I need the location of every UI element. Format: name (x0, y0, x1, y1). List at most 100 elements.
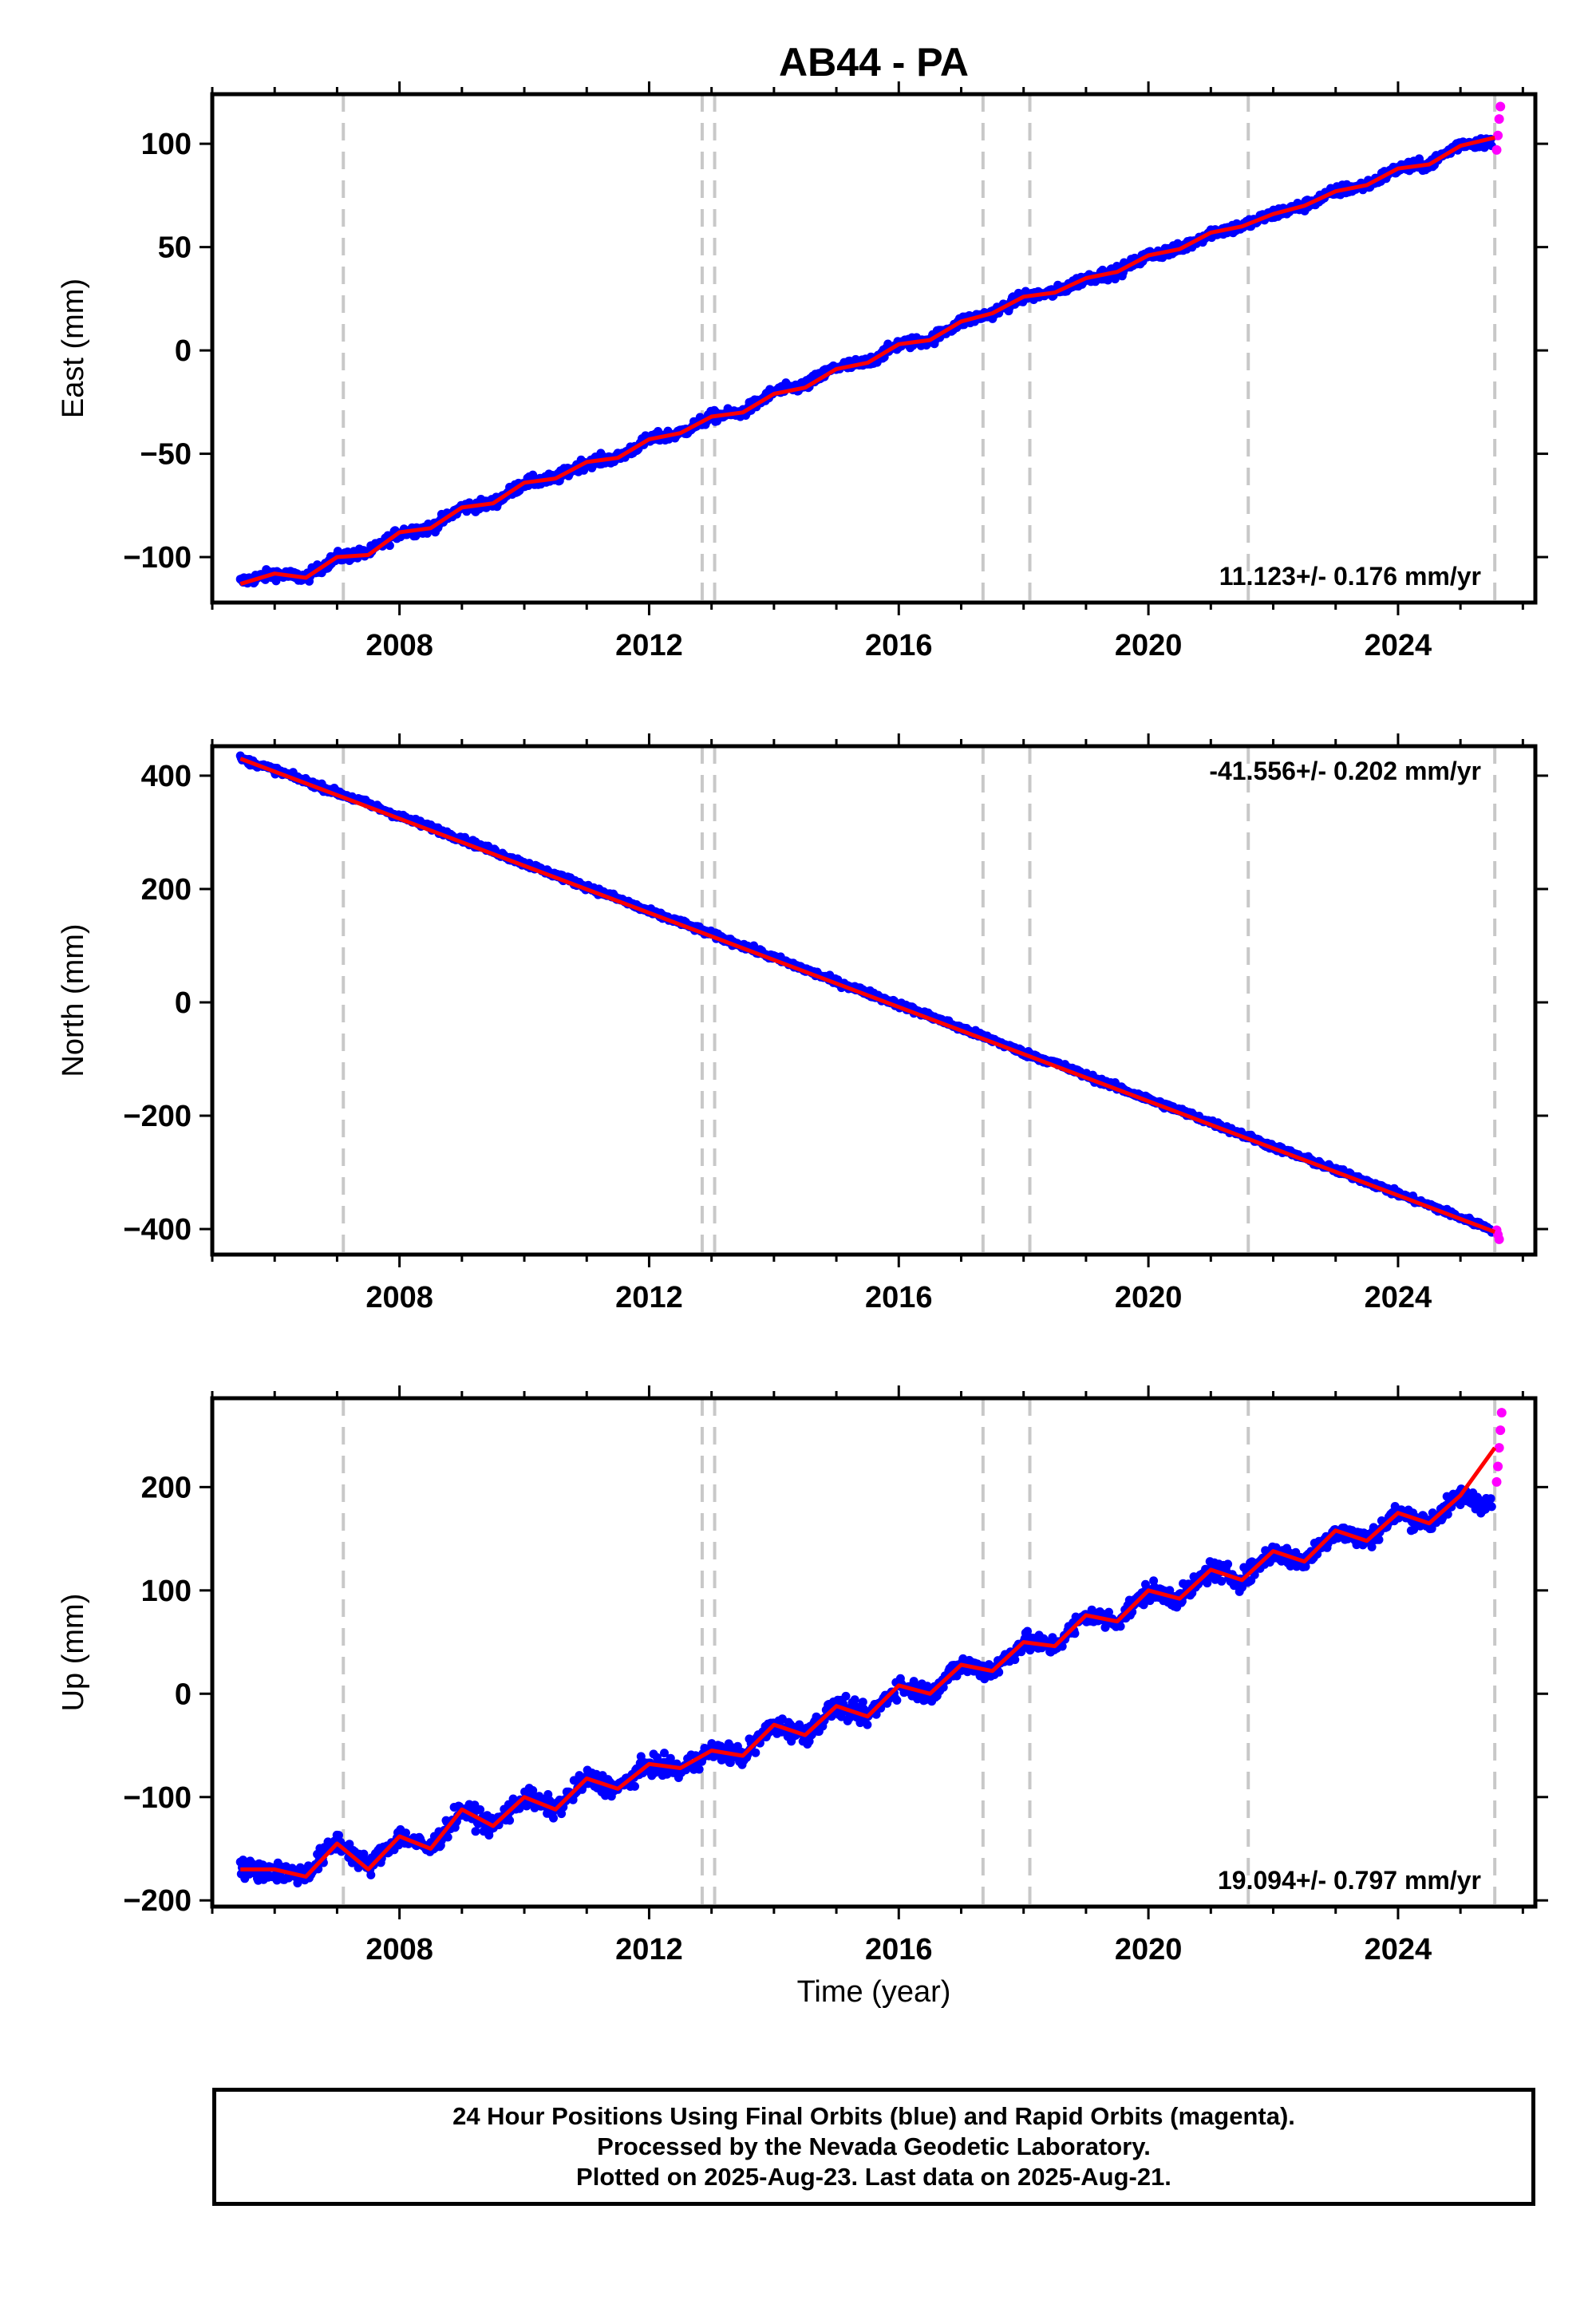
east-rapid-point (1493, 130, 1503, 140)
up-final-point (549, 1813, 558, 1823)
up-y-tick-label: 0 (175, 1678, 192, 1711)
up-final-point (666, 1753, 675, 1763)
up-x-tick-label: 2024 (1365, 1933, 1432, 1966)
up-final-point (366, 1870, 376, 1879)
east-frame (210, 92, 1538, 605)
panel-north: 2008 2012 2016 2020 2024 −400 −200 0 200 400 North… (57, 733, 1548, 1314)
up-final-point (1116, 1622, 1125, 1631)
up-final-point (359, 1849, 369, 1859)
east-y-tick-label: 0 (175, 334, 192, 368)
up-final-point (630, 1781, 639, 1791)
up-y-tick-label: −200 (123, 1884, 192, 1918)
east-model-line (239, 135, 1495, 587)
east-rapid-point (1495, 101, 1506, 112)
footer-line-1: 24 Hour Positions Using Final Orbits (bl… (452, 2102, 1295, 2130)
up-final-point (1104, 1607, 1113, 1617)
north-x-tick-label: 2016 (865, 1281, 933, 1314)
up-final-point (858, 1697, 867, 1707)
footer-caption-box: 24 Hour Positions Using Final Orbits (bl… (212, 2088, 1535, 2206)
north-x-tick-label: 2008 (365, 1281, 433, 1314)
east-x-tick-label: 2008 (365, 629, 433, 662)
up-rapid-point (1491, 1476, 1502, 1487)
up-rapid-point (1493, 1461, 1503, 1472)
up-rapid-orbits (1491, 1408, 1507, 1487)
up-x-tick-label: 2012 (615, 1933, 683, 1966)
up-final-point (1217, 1576, 1227, 1586)
up-x-tick-label: 2008 (365, 1933, 433, 1966)
up-rapid-point (1494, 1443, 1504, 1453)
up-final-point (1223, 1559, 1233, 1569)
up-final-point (1070, 1629, 1080, 1638)
east-y-axis-label: East (mm) (57, 279, 90, 418)
up-final-orbits (235, 1484, 1496, 1887)
up-final-point (892, 1696, 902, 1705)
up-final-point (476, 1805, 485, 1814)
up-final-point (850, 1695, 859, 1705)
east-y-tick-label: −50 (140, 438, 192, 472)
up-frame (210, 1396, 1538, 1909)
east-rapid-point (1491, 144, 1502, 155)
north-y-tick-label: 200 (141, 873, 192, 907)
panel-up: 2008 2012 2016 2020 2024 −200 −100 0 100 200 Up (m… (57, 1385, 1548, 1966)
up-final-point (1487, 1502, 1496, 1512)
up-final-point (334, 1831, 343, 1840)
up-y-tick-label: 200 (141, 1471, 192, 1504)
up-y-tick-label: 100 (141, 1575, 192, 1608)
up-final-point (841, 1691, 851, 1701)
up-rapid-point (1495, 1425, 1506, 1436)
east-y-tick-label: 100 (141, 128, 192, 161)
east-y-tick-label: −100 (123, 541, 192, 575)
north-x-tick-label: 2020 (1115, 1281, 1183, 1314)
north-y-tick-label: −400 (123, 1213, 192, 1247)
up-final-point (1486, 1494, 1495, 1504)
up-x-tick-label: 2020 (1115, 1933, 1183, 1966)
x-axis-label: Time (year) (797, 1975, 951, 2009)
panels: 2008 2012 2016 2020 2024 −100 −50 0 50 100 East (m… (57, 81, 1548, 1966)
east-x-tick-label: 2016 (865, 629, 933, 662)
east-x-tick-label: 2020 (1115, 629, 1183, 662)
up-x-tick-label: 2016 (865, 1933, 933, 1966)
up-final-point (660, 1749, 669, 1758)
up-final-point (1010, 1655, 1020, 1665)
panel-east: 2008 2012 2016 2020 2024 −100 −50 0 50 100 East (m… (57, 81, 1548, 662)
up-rate-label: 19.094+/- 0.797 mm/yr (1218, 1866, 1481, 1895)
up-plot-area (235, 1398, 1507, 1907)
up-final-point (557, 1809, 567, 1819)
north-y-tick-label: 0 (175, 986, 192, 1020)
up-final-point (1139, 1600, 1148, 1610)
east-y-tick-label: 50 (158, 231, 192, 265)
east-x-tick-label: 2012 (615, 629, 683, 662)
up-final-point (836, 1712, 846, 1721)
footer-line-2: Processed by the Nevada Geodetic Laborat… (597, 2132, 1151, 2160)
north-rapid-orbits (1491, 1225, 1504, 1244)
east-rapid-orbits (1491, 101, 1506, 155)
figure-title: AB44 - PA (779, 40, 969, 85)
up-final-point (795, 1720, 804, 1729)
up-final-point (1023, 1626, 1032, 1636)
east-rate-label: 11.123+/- 0.176 mm/yr (1219, 562, 1481, 591)
north-x-tick-label: 2012 (615, 1281, 683, 1314)
north-model-line (239, 757, 1496, 1234)
north-y-tick-label: −200 (123, 1100, 192, 1133)
east-rapid-point (1494, 114, 1504, 124)
up-final-point (1149, 1576, 1159, 1586)
up-final-point (1057, 1642, 1067, 1651)
north-y-axis-label: North (mm) (57, 923, 90, 1077)
up-final-point (401, 1828, 410, 1838)
up-final-point (751, 1748, 760, 1757)
up-final-point (471, 1827, 480, 1836)
up-final-point (1165, 1586, 1175, 1595)
up-final-point (443, 1832, 452, 1842)
up-final-point (1443, 1509, 1452, 1519)
north-x-tick-label: 2024 (1365, 1281, 1432, 1314)
up-final-point (863, 1720, 872, 1729)
up-final-point (909, 1677, 918, 1686)
north-frame (210, 744, 1538, 1257)
east-plot-area (235, 94, 1506, 603)
up-y-tick-label: −100 (123, 1781, 192, 1815)
up-rapid-point (1496, 1408, 1507, 1418)
up-model-line (240, 1446, 1497, 1879)
east-final-orbits (235, 134, 1496, 588)
up-final-point (694, 1765, 704, 1774)
